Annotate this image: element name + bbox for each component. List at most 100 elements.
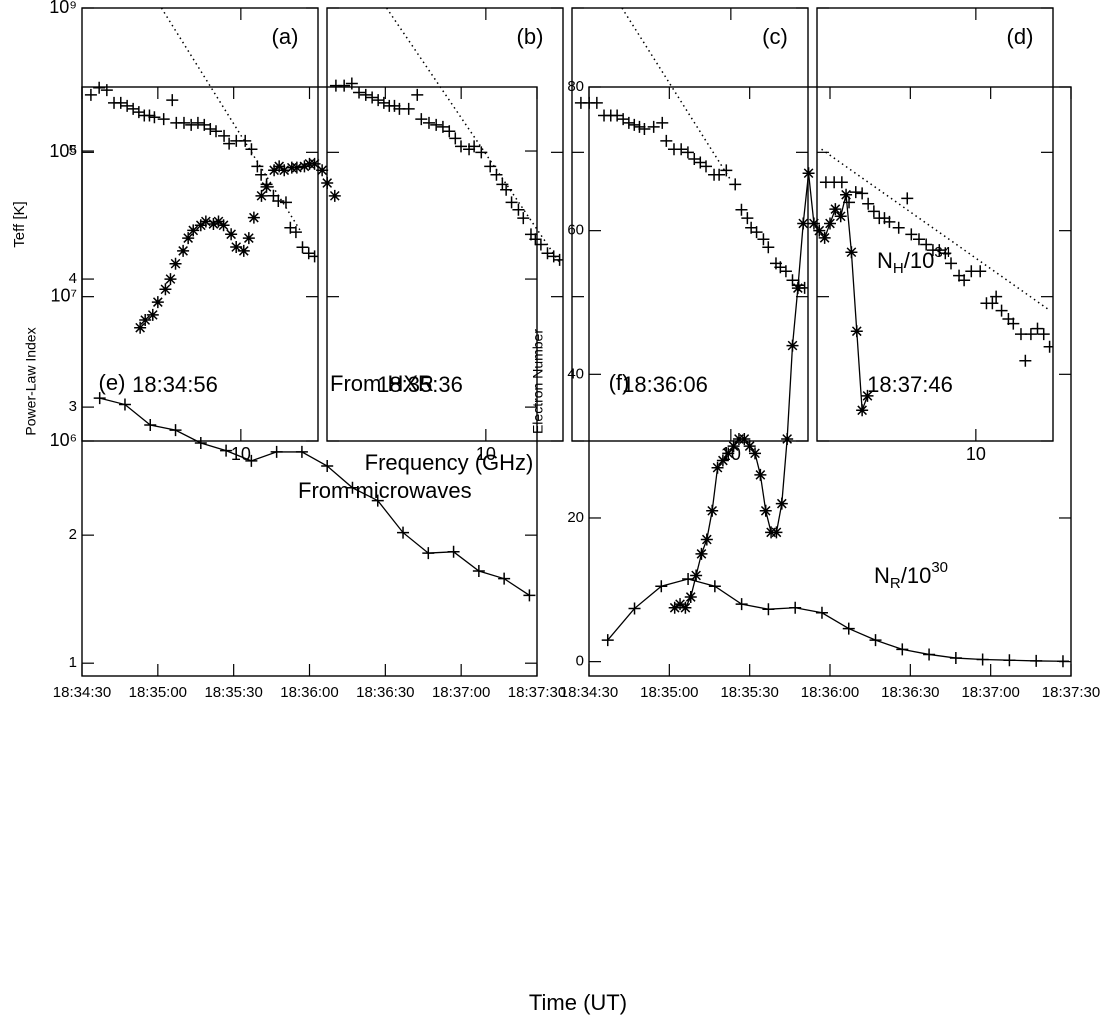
data-point <box>741 212 754 225</box>
x-tick-label: 10 <box>966 444 986 464</box>
label-text: /10 <box>904 248 935 273</box>
data-point <box>729 178 742 191</box>
data-point <box>813 224 826 237</box>
data-point <box>995 304 1008 317</box>
data-point <box>272 195 285 208</box>
data-point <box>321 177 334 190</box>
data-point <box>353 86 366 99</box>
series-line <box>607 578 1063 662</box>
data-point <box>716 454 729 467</box>
panel-label: (b) <box>517 24 544 49</box>
data-point <box>786 274 799 287</box>
data-point <box>949 652 962 665</box>
data-point <box>920 238 933 251</box>
plot-area <box>329 8 563 266</box>
data-point <box>1043 340 1053 353</box>
data-point <box>1007 317 1020 330</box>
data-point <box>298 160 311 173</box>
data-point <box>990 290 1003 303</box>
plot-area <box>93 157 536 602</box>
data-point <box>118 398 131 411</box>
data-point <box>802 167 815 180</box>
data-point <box>239 134 252 147</box>
data-point <box>164 273 177 286</box>
label-sub: R <box>890 575 901 592</box>
data-point <box>225 228 238 241</box>
series-label: NH/1034 <box>877 244 951 277</box>
data-point <box>230 241 243 254</box>
y-tick-label: 10⁷ <box>50 285 77 305</box>
data-point <box>869 634 882 647</box>
data-point <box>974 265 987 278</box>
data-point <box>422 116 435 129</box>
data-point <box>268 164 281 177</box>
data-point <box>388 99 401 112</box>
data-point <box>829 203 842 216</box>
panel-label: (a) <box>272 24 299 49</box>
data-point <box>194 219 207 232</box>
data-point <box>447 545 460 558</box>
fit-line <box>821 148 1051 312</box>
data-point <box>807 217 820 230</box>
x-tick-label: 18:35:00 <box>129 684 187 701</box>
y-tick-label: 1 <box>69 654 77 671</box>
data-point <box>411 88 424 101</box>
data-point <box>247 211 260 224</box>
data-point <box>933 244 946 257</box>
data-point <box>690 569 703 582</box>
data-point <box>278 164 291 177</box>
data-point <box>316 164 329 177</box>
frame <box>588 86 1072 677</box>
data-point <box>735 203 748 216</box>
data-point <box>372 94 385 107</box>
data-point <box>237 244 250 257</box>
x-tick-label: 18:37:00 <box>432 684 490 701</box>
data-point <box>273 160 286 173</box>
data-point <box>622 116 635 129</box>
label-sup: 30 <box>931 559 948 576</box>
y-tick-label: 80 <box>567 78 584 95</box>
data-point <box>169 424 182 437</box>
series-label: NR/1030 <box>874 559 948 592</box>
frame <box>816 7 1054 442</box>
data-point <box>1031 322 1044 335</box>
data-point <box>905 228 918 241</box>
x-axis-title: Time (UT) <box>529 990 627 1015</box>
data-point <box>743 440 756 453</box>
data-point <box>517 212 530 225</box>
data-point <box>415 113 428 126</box>
data-point <box>601 634 614 647</box>
data-point <box>770 526 783 539</box>
x-tick-label: 18:35:30 <box>204 684 262 701</box>
y-tick-label: 10⁶ <box>50 430 77 450</box>
data-point <box>682 573 695 586</box>
data-point <box>892 221 905 234</box>
y-tick-label: 2 <box>69 526 77 543</box>
data-point <box>754 468 767 481</box>
data-point <box>797 217 810 230</box>
data-point <box>1003 654 1016 667</box>
data-point <box>976 653 989 666</box>
data-point <box>422 547 435 560</box>
data-point <box>986 297 999 310</box>
data-point <box>436 120 449 133</box>
data-point <box>245 143 258 156</box>
data-point <box>93 392 106 405</box>
x-axis-title: Frequency (GHz) <box>365 450 534 475</box>
data-point <box>749 447 762 460</box>
data-point <box>166 94 179 107</box>
data-point <box>212 215 225 228</box>
data-point <box>472 565 485 578</box>
data-point <box>1037 328 1050 341</box>
data-point <box>245 454 258 467</box>
data-point <box>157 113 170 126</box>
data-point <box>463 143 476 156</box>
data-point <box>867 205 880 218</box>
data-point <box>845 246 858 259</box>
frame <box>326 7 564 442</box>
data-point <box>750 226 763 239</box>
data-point <box>177 244 190 257</box>
plot-area <box>601 167 1069 668</box>
data-point <box>679 601 692 614</box>
time-label: 18:36:06 <box>622 372 708 397</box>
